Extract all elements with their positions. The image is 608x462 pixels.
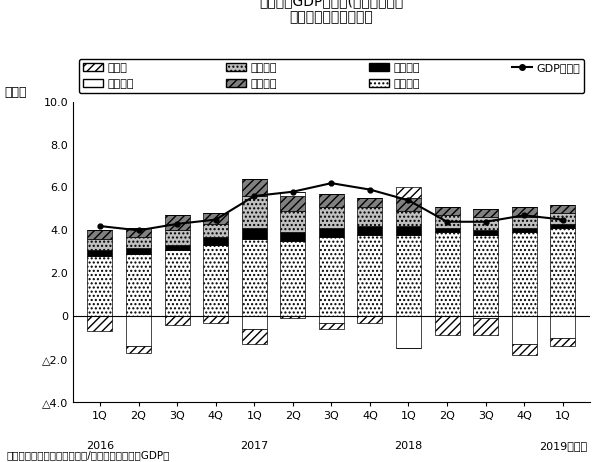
Bar bbox=[435, 207, 460, 215]
Title: 図　実質GDP成長率(前年同期比）
と項目別寄与度の推移: 図 実質GDP成長率(前年同期比） と項目別寄与度の推移 bbox=[259, 0, 404, 24]
Text: 2016: 2016 bbox=[86, 441, 114, 451]
Bar bbox=[512, 228, 537, 232]
Bar bbox=[473, 231, 498, 235]
Bar bbox=[280, 241, 305, 316]
Bar bbox=[242, 329, 267, 344]
Bar bbox=[396, 211, 421, 226]
Bar bbox=[165, 231, 190, 245]
Bar bbox=[165, 215, 190, 231]
Bar bbox=[358, 235, 382, 316]
Bar bbox=[88, 231, 112, 239]
Bar bbox=[550, 205, 575, 213]
Bar bbox=[512, 207, 537, 218]
Bar bbox=[203, 245, 228, 316]
Bar bbox=[165, 249, 190, 316]
Bar bbox=[280, 316, 305, 318]
Bar bbox=[396, 198, 421, 211]
Text: 2018: 2018 bbox=[395, 441, 423, 451]
Bar bbox=[88, 256, 112, 316]
Bar bbox=[203, 213, 228, 224]
Bar bbox=[203, 316, 228, 322]
Bar bbox=[88, 249, 112, 256]
Bar bbox=[512, 344, 537, 355]
Bar bbox=[203, 224, 228, 237]
Bar bbox=[126, 346, 151, 353]
Bar bbox=[165, 245, 190, 249]
Bar bbox=[319, 194, 344, 207]
Bar bbox=[550, 224, 575, 228]
Text: 2019（年）: 2019（年） bbox=[539, 441, 587, 451]
Bar bbox=[473, 235, 498, 316]
Bar bbox=[358, 198, 382, 207]
Bar bbox=[435, 228, 460, 232]
Bar bbox=[319, 322, 344, 329]
Bar bbox=[203, 237, 228, 245]
Bar bbox=[550, 228, 575, 316]
Bar bbox=[126, 228, 151, 237]
Bar bbox=[512, 218, 537, 228]
Bar bbox=[473, 316, 498, 318]
Bar bbox=[358, 316, 382, 322]
Bar bbox=[319, 316, 344, 322]
Bar bbox=[242, 196, 267, 228]
Bar bbox=[88, 239, 112, 249]
Bar bbox=[126, 248, 151, 254]
Bar bbox=[242, 316, 267, 329]
Bar bbox=[473, 318, 498, 335]
Text: 2017: 2017 bbox=[240, 441, 268, 451]
Text: （％）: （％） bbox=[5, 85, 27, 99]
Bar bbox=[512, 232, 537, 316]
Bar bbox=[165, 316, 190, 325]
Bar bbox=[280, 196, 305, 211]
Bar bbox=[435, 232, 460, 316]
Bar bbox=[88, 316, 112, 331]
Bar bbox=[319, 207, 344, 228]
Bar bbox=[435, 316, 460, 335]
Bar bbox=[358, 226, 382, 235]
Bar bbox=[280, 232, 305, 241]
Text: （出所）マレーシア中央銀行/統計局「四半期別GDP」: （出所）マレーシア中央銀行/統計局「四半期別GDP」 bbox=[6, 450, 170, 460]
Bar bbox=[473, 218, 498, 231]
Bar bbox=[319, 228, 344, 237]
Bar bbox=[396, 316, 421, 348]
Bar bbox=[242, 239, 267, 316]
Legend: 純輸出, 在庫投賄, 民間投賄, 公共投賄, 政府消費, 個人消費, GDP成長率: 純輸出, 在庫投賄, 民間投賄, 公共投賄, 政府消費, 個人消費, GDP成長… bbox=[78, 59, 584, 93]
Bar bbox=[242, 179, 267, 196]
Bar bbox=[280, 192, 305, 196]
Bar bbox=[550, 338, 575, 346]
Bar bbox=[512, 316, 537, 344]
Bar bbox=[126, 237, 151, 248]
Bar bbox=[126, 254, 151, 316]
Bar bbox=[435, 215, 460, 228]
Bar bbox=[550, 316, 575, 338]
Bar bbox=[319, 237, 344, 316]
Bar bbox=[473, 209, 498, 218]
Bar bbox=[396, 226, 421, 235]
Bar bbox=[242, 228, 267, 239]
Bar bbox=[126, 316, 151, 346]
Bar bbox=[550, 213, 575, 224]
Bar bbox=[280, 211, 305, 232]
Bar bbox=[396, 188, 421, 198]
Bar bbox=[358, 207, 382, 226]
Bar bbox=[396, 235, 421, 316]
